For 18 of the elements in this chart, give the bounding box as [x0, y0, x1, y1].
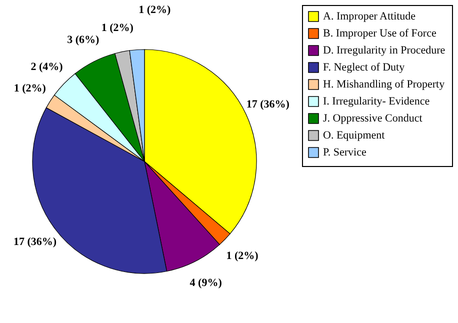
data-label: 1 (2%): [14, 82, 46, 94]
data-label: 1 (2%): [226, 250, 259, 262]
data-label: 2 (4%): [30, 60, 64, 73]
data-label: 17 (36%): [13, 236, 57, 248]
legend-label: B. Improper Use of Force: [323, 28, 436, 40]
legend-label: O. Equipment: [323, 130, 385, 142]
data-label: 1 (2%): [101, 22, 134, 34]
legend-label: F. Neglect of Duty: [323, 62, 406, 74]
data-label: 17 (36%): [246, 98, 290, 110]
legend-label: H. Mishandling of Property: [323, 78, 446, 90]
legend-label: I. Irregularity- Evidence: [323, 96, 430, 108]
legend-label: A. Improper Attitude: [323, 10, 416, 22]
legend-label: J. Oppressive Conduct: [323, 112, 422, 124]
data-label: 4 (9%): [190, 276, 222, 289]
legend-label: P. Service: [323, 146, 366, 158]
data-label: 1 (2%): [138, 4, 172, 16]
legend-label: D. Irregularity in Procedure: [323, 44, 446, 56]
data-label: 3 (6%): [67, 34, 100, 46]
